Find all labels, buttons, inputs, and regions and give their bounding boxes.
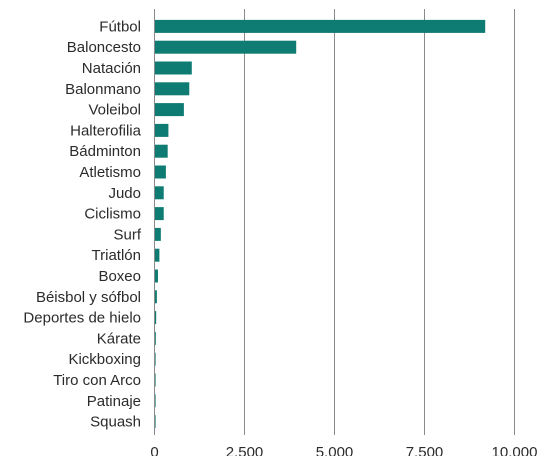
- bar: [155, 352, 156, 366]
- bar: [155, 415, 156, 429]
- category-label: Balonmano: [65, 81, 141, 98]
- category-label: Bádminton: [69, 143, 141, 160]
- bar: [155, 61, 192, 75]
- category-label: Fútbol: [99, 18, 141, 35]
- bar: [155, 311, 157, 325]
- bar: [155, 19, 486, 33]
- category-label: Surf: [113, 226, 141, 243]
- grid-layer: [154, 9, 515, 435]
- bar: [155, 248, 160, 262]
- category-labels: Fútbol Baloncesto Natación Balonmano Voleibo…: [23, 18, 141, 430]
- category-label: Triatlón: [92, 247, 141, 264]
- bar: [155, 290, 157, 304]
- category-label: Deportes de hielo: [23, 310, 141, 327]
- category-label: Ciclismo: [84, 206, 141, 223]
- category-label: Tiro con Arco: [53, 372, 141, 389]
- category-label: Halterofilia: [70, 122, 142, 139]
- category-label: Kickboxing: [68, 351, 141, 368]
- bar: [155, 40, 297, 54]
- bar: [155, 144, 168, 158]
- category-label: Judo: [108, 185, 141, 202]
- bar: [155, 207, 164, 221]
- x-tick-label: 2.500: [226, 444, 264, 456]
- bar: [155, 373, 156, 387]
- category-label: Squash: [90, 414, 141, 431]
- bar: [155, 269, 158, 283]
- bar: [155, 394, 156, 408]
- category-label: Kárate: [97, 330, 141, 347]
- category-label: Béisbol y sófbol: [36, 289, 141, 306]
- x-tick-label: 0: [150, 444, 158, 456]
- x-tick-label: 5.000: [316, 444, 354, 456]
- category-label: Patinaje: [87, 393, 141, 410]
- x-tick-labels: 0 2.500 5.000 7.500 10.000: [150, 444, 537, 456]
- bar: [155, 331, 156, 345]
- x-tick-label: 7.500: [406, 444, 444, 456]
- category-label: Voleibol: [88, 102, 141, 119]
- bar: [155, 82, 190, 96]
- category-label: Boxeo: [98, 268, 141, 285]
- bar: [155, 186, 164, 200]
- x-tick-label: 10.000: [492, 444, 538, 456]
- category-label: Baloncesto: [67, 39, 141, 56]
- bar: [155, 165, 166, 179]
- bar: [155, 123, 169, 137]
- bar: [155, 103, 184, 117]
- bars-layer: [155, 19, 486, 429]
- category-label: Atletismo: [79, 164, 141, 181]
- bar: [155, 227, 161, 241]
- category-label: Natación: [82, 60, 141, 77]
